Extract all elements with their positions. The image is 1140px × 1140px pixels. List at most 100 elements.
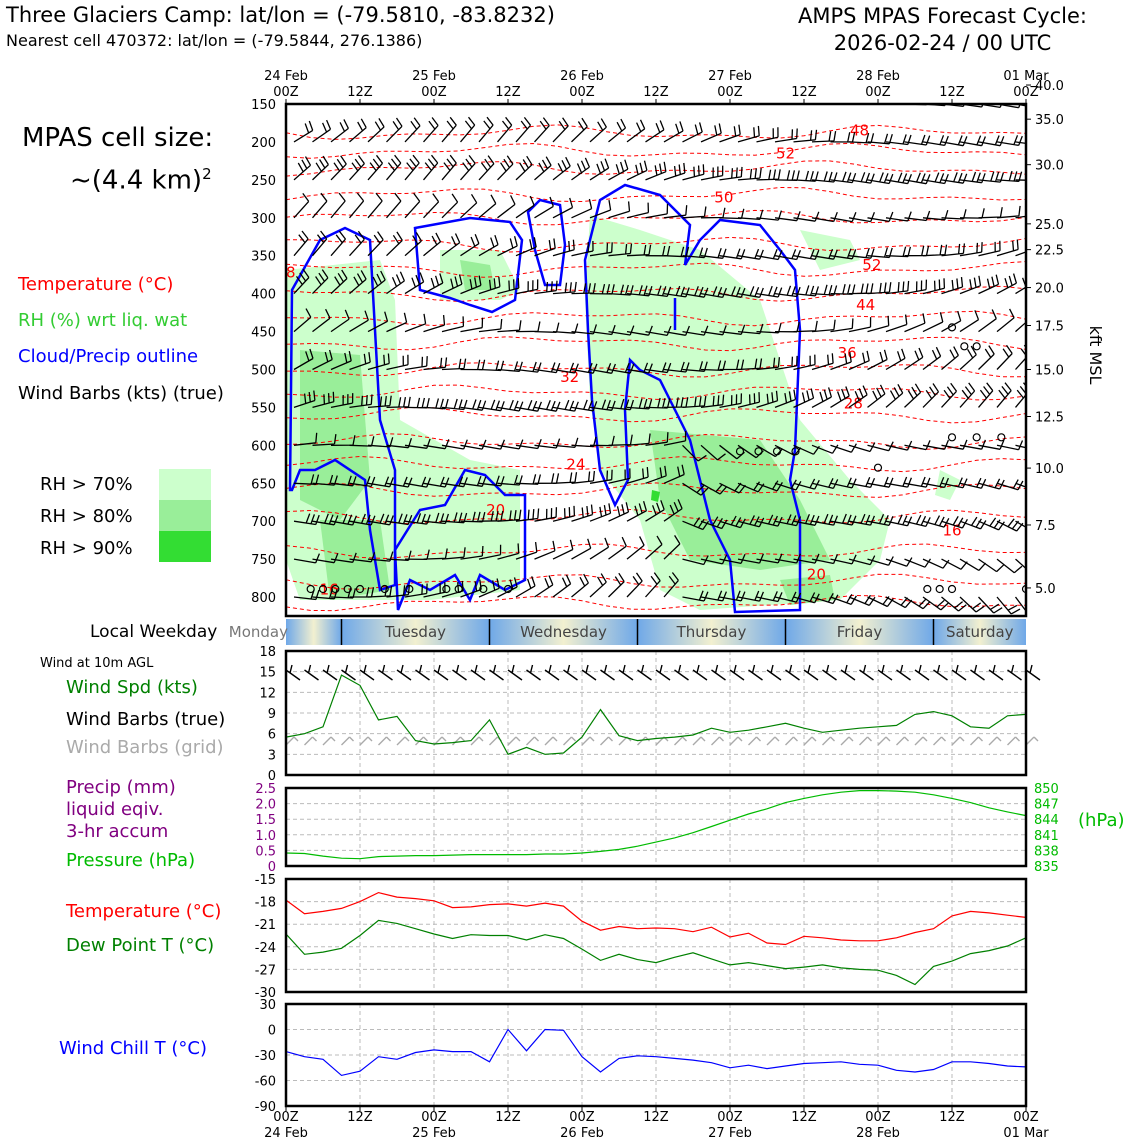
wind-barb bbox=[330, 393, 354, 409]
wind-barb bbox=[515, 155, 533, 181]
wind-barb bbox=[700, 444, 726, 461]
pressure-tick-label: 150 bbox=[251, 98, 276, 113]
wind-barb bbox=[830, 284, 856, 295]
weekday-cell bbox=[341, 619, 490, 645]
wind-barb bbox=[978, 596, 1003, 614]
wind-barb bbox=[552, 539, 574, 560]
wind-barb bbox=[756, 480, 783, 492]
true-wind-barb bbox=[396, 664, 412, 681]
wind-barb bbox=[515, 542, 538, 560]
pressure-tick-label: 800 bbox=[251, 591, 276, 606]
wind-barb bbox=[811, 284, 838, 296]
wind-barb bbox=[700, 394, 725, 409]
wind-barb bbox=[423, 154, 439, 181]
wind-barb bbox=[1015, 215, 1026, 219]
wind-barb bbox=[386, 476, 413, 488]
wind-barb bbox=[793, 170, 819, 182]
wind-barb bbox=[349, 192, 365, 219]
wind-barb bbox=[552, 574, 572, 598]
forecast-cycle-date: 2026-02-24 / 00 UTC bbox=[833, 31, 1052, 55]
wind-barb bbox=[479, 104, 480, 105]
wind-barb bbox=[478, 360, 505, 372]
wind-barb bbox=[293, 268, 310, 295]
wind-barb bbox=[478, 234, 499, 257]
height-tick-label: 25.0 bbox=[1035, 218, 1064, 233]
wind-barb bbox=[811, 171, 838, 183]
wind-barb bbox=[423, 357, 448, 371]
wind-barb bbox=[904, 514, 931, 528]
grid-wind-barb bbox=[970, 736, 983, 746]
grid-wind-barb bbox=[877, 736, 891, 746]
calm-circle bbox=[960, 342, 969, 351]
wind-barb bbox=[330, 119, 349, 143]
wind-barb bbox=[996, 596, 1021, 615]
wind-barb bbox=[830, 248, 857, 260]
wind-barb bbox=[848, 172, 875, 184]
wind-barb bbox=[978, 207, 1003, 219]
true-wind-barb bbox=[859, 664, 874, 681]
wind-barb bbox=[441, 358, 467, 371]
wind-barb bbox=[608, 502, 630, 522]
grid-wind-barb bbox=[896, 736, 909, 746]
calm-circle bbox=[772, 447, 782, 456]
true-wind-barb bbox=[822, 664, 837, 681]
wind-barb bbox=[645, 535, 663, 560]
wind-barb bbox=[534, 399, 561, 412]
true-wind-barb bbox=[970, 664, 985, 681]
top-hour-label: 12Z bbox=[643, 85, 669, 100]
wind-barb bbox=[423, 232, 442, 257]
wind-barb bbox=[774, 514, 802, 527]
wind-ytick-label: 9 bbox=[268, 707, 276, 722]
wind-barb bbox=[663, 430, 687, 446]
temp-ytick-label: -27 bbox=[255, 963, 276, 978]
wind-barb bbox=[478, 318, 503, 333]
wind-barb bbox=[959, 516, 987, 530]
wind-barb bbox=[589, 362, 617, 374]
grid-wind-barb bbox=[322, 736, 336, 746]
wind-barb bbox=[978, 274, 1000, 295]
true-wind-barb bbox=[285, 664, 301, 681]
wind-barb bbox=[700, 516, 728, 530]
wind-barb bbox=[830, 104, 835, 105]
true-wind-barb bbox=[803, 664, 819, 681]
wind-barb bbox=[682, 395, 707, 409]
temperature-contour bbox=[286, 310, 1026, 327]
wind-barb bbox=[885, 383, 904, 408]
wind-barb bbox=[608, 118, 627, 143]
wind-barb bbox=[756, 591, 783, 603]
wind-barb bbox=[996, 205, 1021, 219]
wind-barb bbox=[959, 310, 980, 333]
wind-barb bbox=[663, 246, 690, 258]
precip-label-2: liquid eqiv. bbox=[66, 799, 164, 820]
wind-barb bbox=[552, 156, 571, 181]
wind-barb bbox=[811, 248, 838, 260]
wind-barb bbox=[996, 308, 1015, 333]
wind-frame bbox=[284, 649, 1028, 777]
pressure-label: Pressure (hPa) bbox=[66, 850, 196, 871]
height-tick-label: 22.5 bbox=[1035, 244, 1064, 259]
wind-barb bbox=[441, 439, 468, 450]
temperature-label: Temperature (°C) bbox=[66, 901, 222, 922]
wind-barb bbox=[589, 537, 610, 560]
wind-barb bbox=[534, 196, 554, 219]
wind-barb bbox=[534, 156, 552, 181]
calm-circle bbox=[343, 584, 352, 594]
calm-circle bbox=[873, 463, 883, 472]
cell-size-label: MPAS cell size: bbox=[22, 123, 214, 153]
true-wind-barb bbox=[1025, 664, 1041, 681]
pressure-tick-label: 650 bbox=[251, 477, 276, 492]
wind-barb bbox=[478, 276, 501, 295]
wind-barb bbox=[737, 590, 765, 602]
wind-barb bbox=[663, 121, 684, 143]
wind-barb bbox=[959, 171, 986, 184]
wind-barb bbox=[627, 104, 628, 105]
wind-barb bbox=[959, 439, 987, 450]
wind-barb bbox=[996, 440, 1024, 451]
wind-barb bbox=[682, 325, 709, 336]
pressure-tick-label: 550 bbox=[251, 401, 276, 416]
true-wind-barb bbox=[378, 664, 393, 681]
wind-barb bbox=[811, 211, 838, 223]
wind-barb bbox=[756, 169, 781, 181]
wind-barb bbox=[330, 230, 347, 257]
wind-barb bbox=[515, 508, 540, 522]
